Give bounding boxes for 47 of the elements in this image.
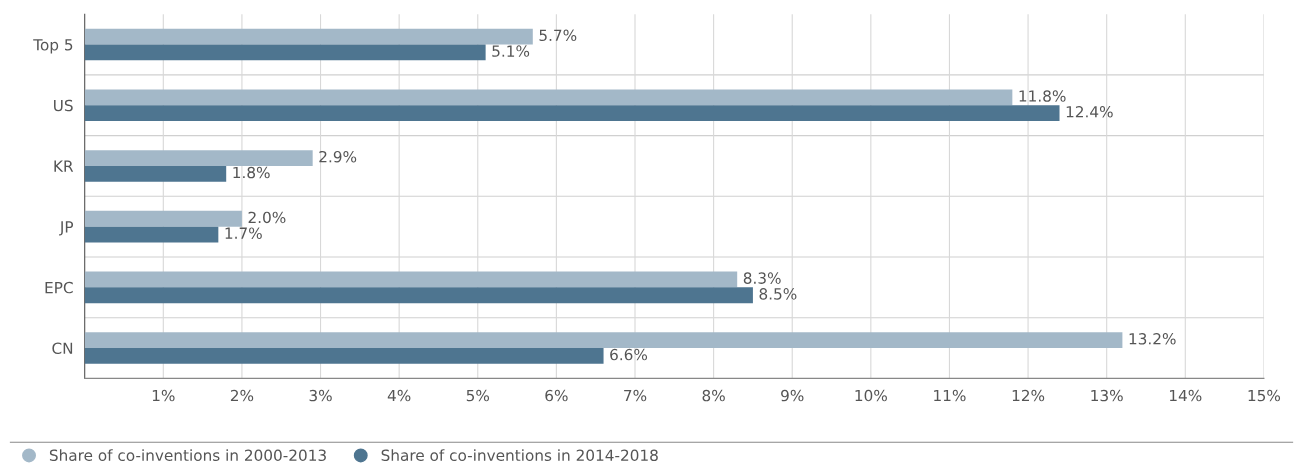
x-tick-label: 15%	[1248, 389, 1281, 402]
y-tick-label: EPC	[45, 281, 73, 294]
y-tick-label: CN	[52, 342, 73, 355]
bar	[84, 105, 1060, 122]
legend-label: Share of co-inventions in 2000-2013	[49, 449, 326, 462]
x-tick-label: 4%	[387, 389, 411, 402]
x-tick-label: 9%	[781, 389, 804, 402]
x-tick-label: 8%	[702, 389, 725, 402]
data-label: 8.5%	[759, 288, 797, 300]
data-label: 1.8%	[233, 166, 270, 179]
x-tick-label: 12%	[1012, 389, 1045, 402]
data-label: 6.6%	[610, 348, 648, 361]
y-tick-label: US	[54, 99, 73, 112]
x-tick-label: 2%	[230, 389, 254, 402]
data-label: 5.7%	[539, 29, 577, 42]
x-tick-label: 11%	[934, 389, 966, 402]
data-label: 12.4%	[1066, 106, 1113, 118]
data-label: 13.2%	[1129, 333, 1176, 345]
data-label: 5.1%	[492, 45, 530, 57]
x-tick-label: 7%	[624, 389, 647, 402]
bar	[84, 226, 219, 243]
bar	[84, 44, 486, 61]
y-tick-label: KR	[54, 160, 74, 172]
bar	[84, 89, 1013, 106]
bar	[84, 287, 753, 304]
bar	[84, 210, 242, 227]
bar	[84, 348, 604, 364]
data-label: 1.7%	[225, 227, 262, 239]
x-tick-label: 3%	[309, 389, 332, 402]
bar	[84, 150, 313, 166]
data-label: 2.0%	[248, 211, 286, 224]
bar	[84, 271, 738, 288]
bar	[84, 165, 227, 182]
x-tick-label: 10%	[855, 389, 887, 402]
bar	[84, 332, 1123, 349]
data-label: 11.8%	[1019, 90, 1066, 102]
y-tick-label: JP	[59, 221, 74, 236]
data-label: 8.3%	[743, 272, 781, 284]
x-tick-label: 6%	[545, 389, 568, 402]
legend-label: Share of co-inventions in 2014-2018	[381, 449, 658, 462]
bar	[84, 28, 533, 45]
x-tick-label: 5%	[466, 389, 490, 402]
x-tick-label: 14%	[1170, 389, 1202, 402]
x-tick-label: 1%	[152, 389, 175, 402]
x-tick-label: 13%	[1091, 389, 1123, 402]
data-label: 2.9%	[319, 150, 357, 163]
y-tick-label: Top 5	[33, 39, 73, 54]
